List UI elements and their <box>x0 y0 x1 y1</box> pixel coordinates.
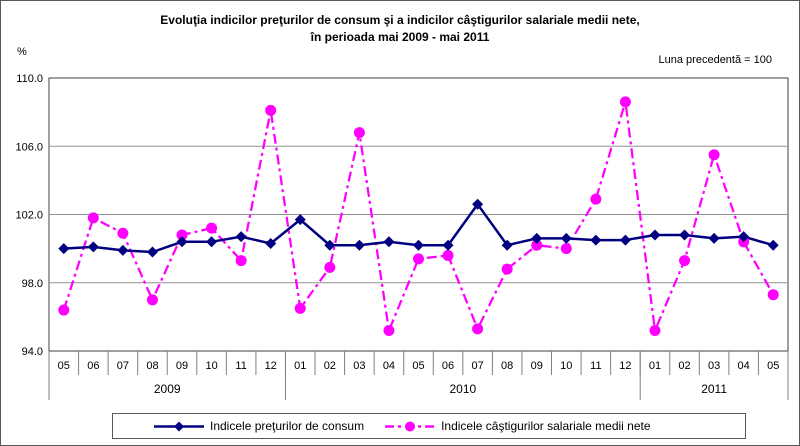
cpi-data-marker <box>708 232 720 244</box>
salary-legend-marker-icon <box>385 421 436 431</box>
salary-data-marker <box>590 193 602 205</box>
cpi-data-marker <box>353 239 365 251</box>
salary-data-marker <box>413 253 424 265</box>
y-axis-tick-label: 94.0 <box>22 346 43 358</box>
salary-data-marker <box>560 243 572 255</box>
salary-data-marker <box>353 127 365 139</box>
legend-item-cpi: Indicele preţurilor de consum <box>153 419 364 433</box>
salary-data-marker <box>58 304 70 316</box>
salary-data-marker <box>235 255 247 267</box>
salary-data-marker <box>176 229 188 241</box>
cpi-data-marker <box>590 234 602 246</box>
cpi-data-marker <box>324 239 336 251</box>
x-axis-month-label: 03 <box>353 360 365 372</box>
x-axis-month-label: 05 <box>412 360 424 372</box>
x-axis-year-label: 2010 <box>449 382 476 396</box>
x-axis-year-label: 2011 <box>701 382 727 396</box>
salary-data-marker <box>679 255 691 267</box>
x-axis-month-label: 10 <box>560 360 572 372</box>
salary-data-marker <box>708 149 720 161</box>
x-axis-month-label: 06 <box>87 360 99 372</box>
x-axis-month-label: 08 <box>146 360 158 372</box>
cpi-data-marker <box>442 239 454 251</box>
x-axis-month-label: 07 <box>117 360 129 372</box>
x-axis-month-label: 11 <box>590 360 601 372</box>
salary-data-marker <box>472 323 484 335</box>
x-axis-month-label: 11 <box>235 360 246 372</box>
cpi-data-marker <box>383 236 395 248</box>
salary-data-marker <box>767 289 779 301</box>
x-axis-month-label: 12 <box>619 360 631 372</box>
cpi-data-marker <box>560 232 572 244</box>
x-axis-month-label: 01 <box>294 360 306 372</box>
cpi-legend-marker-icon <box>154 421 204 431</box>
x-axis-month-label: 04 <box>383 360 395 372</box>
salary-data-marker <box>619 96 631 108</box>
cpi-data-marker <box>87 241 99 253</box>
x-axis-month-label: 02 <box>324 360 336 372</box>
salary-data-marker <box>649 325 661 337</box>
salary-data-marker <box>206 222 218 234</box>
x-axis-month-label: 07 <box>471 360 483 372</box>
cpi-data-marker <box>176 236 188 248</box>
x-axis-month-label: 04 <box>738 360 750 372</box>
x-axis-month-label: 05 <box>58 360 70 372</box>
cpi-data-marker <box>531 232 543 244</box>
salary-data-marker <box>87 212 99 224</box>
x-axis-month-label: 06 <box>442 360 454 372</box>
cpi-data-marker <box>58 243 70 255</box>
x-axis-month-label: 09 <box>176 360 188 372</box>
y-axis-unit-label: % <box>17 46 27 58</box>
salary-data-marker <box>383 325 395 337</box>
salary-data-marker <box>265 104 277 116</box>
cpi-data-marker <box>117 244 129 256</box>
cpi-data-marker <box>679 229 691 241</box>
x-axis-month-label: 12 <box>265 360 277 372</box>
cpi-data-marker <box>619 234 631 246</box>
cpi-data-marker <box>265 238 277 250</box>
cpi-data-marker <box>413 239 424 251</box>
x-axis-month-label: 02 <box>678 360 690 372</box>
x-axis-month-label: 09 <box>531 360 543 372</box>
salary-data-marker <box>294 302 306 314</box>
legend-label: Indicele câştigurilor salariale medii ne… <box>441 419 651 433</box>
x-axis-month-label: 05 <box>767 360 779 372</box>
x-axis-month-label: 10 <box>205 360 217 372</box>
salary-data-marker <box>531 239 543 251</box>
cpi-data-marker <box>649 229 661 241</box>
salary-data-marker <box>146 294 158 306</box>
salary-data-marker <box>117 227 129 239</box>
x-axis-month-label: 08 <box>501 360 513 372</box>
cpi-data-marker <box>472 198 484 210</box>
cpi-data-marker <box>738 231 750 243</box>
legend-diamond-sample <box>174 421 184 431</box>
salary-data-marker <box>442 249 454 261</box>
legend-item-salary: Indicele câştigurilor salariale medii ne… <box>384 419 651 433</box>
y-axis-tick-label: 106.0 <box>15 141 43 153</box>
cpi-data-marker <box>146 246 158 258</box>
y-axis-tick-label: 102.0 <box>15 210 43 222</box>
y-axis-tick-label: 98.0 <box>22 278 43 290</box>
legend: Indicele preţurilor de consum Indicele câ… <box>112 413 746 439</box>
y-axis-tick-label: 110.0 <box>16 73 43 85</box>
x-axis-month-label: 01 <box>649 360 661 372</box>
x-axis-month-label: 03 <box>708 360 720 372</box>
chart-title-line1: Evoluţia indicilor preţurilor de consum … <box>160 13 640 27</box>
base-note-label: Luna precedentă = 100 <box>658 54 772 66</box>
salary-data-marker <box>501 263 513 275</box>
cpi-data-marker <box>206 236 218 248</box>
cpi-data-marker <box>501 239 513 251</box>
chart-title: Evoluţia indicilor preţurilor de consum … <box>1 12 799 46</box>
legend-circle-sample <box>405 421 416 431</box>
cpi-data-marker <box>767 239 779 251</box>
chart-title-line2: în perioada mai 2009 - mai 2011 <box>310 30 490 44</box>
salary-data-marker <box>324 261 336 273</box>
x-axis-year-label: 2009 <box>154 382 181 396</box>
cpi-data-marker <box>294 214 306 226</box>
legend-label: Indicele preţurilor de consum <box>210 419 365 433</box>
cpi-data-marker <box>235 231 247 243</box>
